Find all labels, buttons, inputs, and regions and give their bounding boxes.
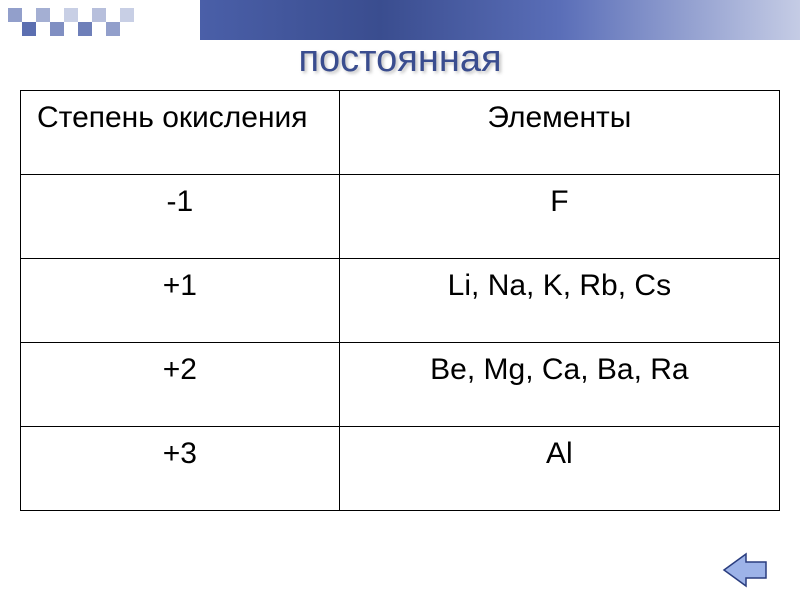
- header-oxidation: Степень окисления: [21, 91, 340, 175]
- deco-block: [120, 8, 134, 22]
- cell-elements: Al: [339, 427, 779, 511]
- deco-block: [8, 8, 22, 22]
- table-row: +2 Be, Mg, Ca, Ba, Ra: [21, 343, 780, 427]
- deco-block: [106, 22, 120, 36]
- cell-elements: Li, Na, K, Rb, Cs: [339, 259, 779, 343]
- cell-elements: Be, Mg, Ca, Ba, Ra: [339, 343, 779, 427]
- arrow-left-icon: [720, 550, 770, 590]
- header-gradient-bar: [200, 0, 800, 40]
- table-row: -1 F: [21, 175, 780, 259]
- deco-block: [64, 8, 78, 22]
- cell-oxidation: -1: [21, 175, 340, 259]
- deco-block: [22, 22, 36, 36]
- header-elements: Элементы: [339, 91, 779, 175]
- cell-elements: F: [339, 175, 779, 259]
- decorative-blocks: [0, 0, 220, 40]
- oxidation-table: Степень окисления Элементы -1 F +1 Li, N…: [20, 90, 780, 511]
- deco-block: [36, 8, 50, 22]
- previous-slide-button[interactable]: [720, 550, 770, 590]
- slide-title: постоянная: [0, 38, 800, 81]
- cell-oxidation: +3: [21, 427, 340, 511]
- table-header-row: Степень окисления Элементы: [21, 91, 780, 175]
- cell-oxidation: +2: [21, 343, 340, 427]
- deco-block: [92, 8, 106, 22]
- table-row: +3 Al: [21, 427, 780, 511]
- table-row: +1 Li, Na, K, Rb, Cs: [21, 259, 780, 343]
- cell-oxidation: +1: [21, 259, 340, 343]
- deco-block: [50, 22, 64, 36]
- oxidation-table-container: Степень окисления Элементы -1 F +1 Li, N…: [20, 90, 780, 511]
- deco-block: [78, 22, 92, 36]
